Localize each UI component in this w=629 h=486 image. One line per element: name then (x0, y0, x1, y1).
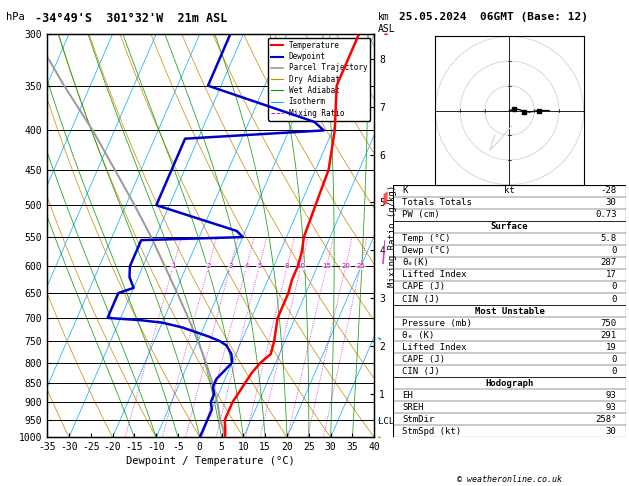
Text: Dewp (°C): Dewp (°C) (403, 246, 451, 255)
Text: 1: 1 (171, 263, 175, 269)
Text: CIN (J): CIN (J) (403, 295, 440, 303)
Text: 10: 10 (296, 263, 306, 269)
Text: 20: 20 (341, 263, 350, 269)
Text: 258°: 258° (595, 415, 616, 424)
Text: 8: 8 (285, 263, 289, 269)
Text: 0: 0 (611, 295, 616, 303)
Text: Lifted Index: Lifted Index (403, 343, 467, 352)
Legend: Temperature, Dewpoint, Parcel Trajectory, Dry Adiabat, Wet Adiabat, Isotherm, Mi: Temperature, Dewpoint, Parcel Trajectory… (268, 38, 370, 121)
Text: θₑ(K): θₑ(K) (403, 259, 430, 267)
Text: 0.73: 0.73 (595, 210, 616, 219)
Text: 5: 5 (257, 263, 262, 269)
Text: 2: 2 (206, 263, 211, 269)
Y-axis label: Mixing Ratio (g/kg): Mixing Ratio (g/kg) (387, 185, 397, 287)
Text: LCL: LCL (377, 417, 394, 427)
Text: CAPE (J): CAPE (J) (403, 282, 445, 292)
Text: θₑ (K): θₑ (K) (403, 330, 435, 340)
Text: 25.05.2024  06GMT (Base: 12): 25.05.2024 06GMT (Base: 12) (399, 12, 588, 22)
Text: 93: 93 (606, 403, 616, 412)
Text: 5.8: 5.8 (601, 234, 616, 243)
Text: Hodograph: Hodograph (486, 379, 533, 388)
Text: 291: 291 (601, 330, 616, 340)
X-axis label: kt: kt (504, 186, 515, 195)
Text: © weatheronline.co.uk: © weatheronline.co.uk (457, 474, 562, 484)
Text: EH: EH (403, 391, 413, 400)
Text: 19: 19 (606, 343, 616, 352)
Text: km
ASL: km ASL (377, 12, 395, 34)
Text: 17: 17 (606, 270, 616, 279)
Text: 25: 25 (356, 263, 365, 269)
Text: Totals Totals: Totals Totals (403, 198, 472, 207)
Text: Most Unstable: Most Unstable (474, 307, 545, 315)
Text: 15: 15 (322, 263, 331, 269)
X-axis label: Dewpoint / Temperature (°C): Dewpoint / Temperature (°C) (126, 456, 295, 467)
Text: 3: 3 (228, 263, 233, 269)
Text: -34°49'S  301°32'W  21m ASL: -34°49'S 301°32'W 21m ASL (35, 12, 227, 25)
Text: 750: 750 (601, 319, 616, 328)
Text: SREH: SREH (403, 403, 424, 412)
Text: CIN (J): CIN (J) (403, 367, 440, 376)
Text: StmSpd (kt): StmSpd (kt) (403, 427, 462, 436)
Text: StmDir: StmDir (403, 415, 435, 424)
Text: Lifted Index: Lifted Index (403, 270, 467, 279)
Text: 93: 93 (606, 391, 616, 400)
Text: Pressure (mb): Pressure (mb) (403, 319, 472, 328)
Text: 0: 0 (611, 355, 616, 364)
Text: PW (cm): PW (cm) (403, 210, 440, 219)
Text: 0: 0 (611, 367, 616, 376)
Text: hPa: hPa (6, 12, 25, 22)
Text: K: K (403, 186, 408, 195)
Text: 287: 287 (601, 259, 616, 267)
Text: Temp (°C): Temp (°C) (403, 234, 451, 243)
Text: -28: -28 (601, 186, 616, 195)
Text: 4: 4 (244, 263, 248, 269)
Text: 0: 0 (611, 282, 616, 292)
Text: 30: 30 (606, 427, 616, 436)
Text: 0: 0 (611, 246, 616, 255)
Text: CAPE (J): CAPE (J) (403, 355, 445, 364)
Text: Surface: Surface (491, 222, 528, 231)
Text: 30: 30 (606, 198, 616, 207)
